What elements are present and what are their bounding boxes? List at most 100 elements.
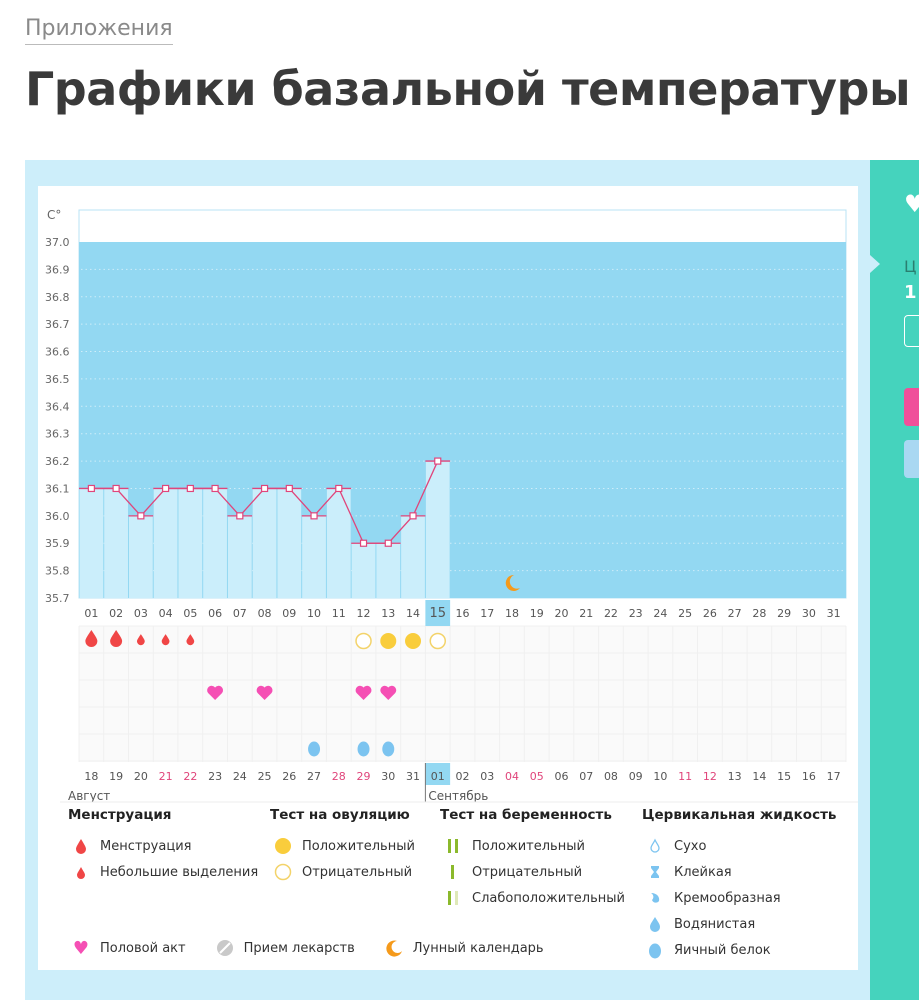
temp-bar [79,488,104,598]
date-label: 15 [777,770,791,783]
moon-icon [505,574,520,591]
cycle-day-label: 02 [109,607,123,620]
cycle-day-label: 09 [282,607,296,620]
temp-bar [252,488,277,598]
y-tick-label: 37.0 [45,236,70,249]
cycle-day-label: 23 [629,607,643,620]
legend-label: Менструация [100,838,192,854]
temp-bar [227,515,252,598]
date-label: 09 [629,770,643,783]
cycle-day-label: 11 [332,607,346,620]
menstruation-icon [110,630,123,647]
legend-other: ♥ Половой акт Прием лекарств Лунный кален… [68,935,544,961]
date-label: 05 [530,770,544,783]
spotting-icon [161,634,170,646]
cycle-day-label: 01 [84,607,98,620]
y-tick-label: 36.3 [45,428,70,441]
cycle-day-label: 12 [357,607,371,620]
legend-title: Цервикальная жидкость [642,807,837,823]
heart-icon [355,685,372,700]
cycle-day-label: 18 [505,607,519,620]
date-label: 26 [282,770,296,783]
egg-white-icon [308,741,321,757]
date-label: 24 [233,770,247,783]
legend-label: Клейкая [674,864,732,880]
temp-bar [302,515,326,598]
cycle-day-label: 04 [159,607,173,620]
cycle-day-label: 31 [827,607,841,620]
legend-label: Небольшие выделения [100,864,259,880]
legend-label: Отрицательный [472,864,583,880]
temp-point [434,457,442,465]
date-label: 23 [208,770,222,783]
legend-label: Половой акт [100,940,186,956]
y-tick-label: 36.6 [45,346,70,359]
ovulation-positive-icon [380,633,397,649]
one-line-icon [440,864,466,880]
current-day-highlight [425,600,451,626]
creamy-icon [642,890,668,906]
temp-bar [351,543,376,598]
date-label: 12 [703,770,717,783]
temp-point [211,484,219,493]
legend-label: Отрицательный [302,864,413,880]
temp-point [409,512,417,520]
y-tick-label: 35.9 [45,537,70,550]
date-label: 13 [728,770,742,783]
egg-white-icon [382,741,395,757]
temp-bar [153,488,178,598]
y-tick-label: 36.5 [45,373,70,386]
legend-label: Положительный [472,838,585,854]
legend-label: Яичный белок [674,942,771,958]
cycle-day-label: 29 [777,607,791,620]
temp-point [285,484,293,493]
date-label: 01 [431,770,445,783]
side-panel: ♥ Ц 1 [870,160,919,1000]
circle-filled-icon [270,837,296,855]
page-title: Графики базальной температуры [25,62,911,116]
two-lines-icon [440,838,466,854]
ovulation-negative-icon [429,632,447,650]
legend-label: Лунный календарь [412,940,544,956]
temp-bar [178,488,203,598]
side-blue-button[interactable] [904,440,919,478]
date-label: 08 [604,770,618,783]
y-tick-label: 36.8 [45,291,70,304]
cycle-day-label: 16 [456,607,470,620]
cycle-day-label: 22 [604,607,618,620]
temp-bar [326,488,351,598]
date-label: 17 [827,770,841,783]
cycle-day-label: 30 [802,607,816,620]
y-tick-label: 35.8 [45,565,70,578]
cycle-day-label: 24 [653,607,667,620]
temp-bar [203,488,227,598]
legend-label: Сухо [674,838,707,854]
menstruation-icon [85,630,98,647]
cycle-day-label: 06 [208,607,222,620]
cycle-day-label: 17 [480,607,494,620]
temp-point [161,484,170,493]
breadcrumb[interactable]: Приложения [25,16,173,45]
watery-icon [642,916,668,932]
y-tick-label: 36.7 [45,318,70,331]
date-label: 29 [357,770,371,783]
temp-bar [104,488,128,598]
cycle-day-label: 20 [554,607,568,620]
side-input[interactable] [904,315,919,347]
y-tick-label: 35.7 [45,592,70,605]
heart-icon: ♥ [72,937,90,959]
temp-point [384,539,392,547]
faint-line-icon [440,890,466,906]
moon-icon [381,939,407,957]
cycle-day-label: 07 [233,607,247,620]
date-label: 22 [183,770,197,783]
legend-label: Водянистая [674,916,756,932]
cycle-day-label: 15 [429,606,446,621]
cycle-day-label: 10 [307,607,321,620]
temp-point [186,484,194,493]
legend-title: Тест на овуляцию [270,807,410,823]
date-label: 04 [505,770,519,783]
egg-white-icon [357,741,370,757]
date-label: 18 [84,770,98,783]
side-pink-button[interactable] [904,388,919,426]
